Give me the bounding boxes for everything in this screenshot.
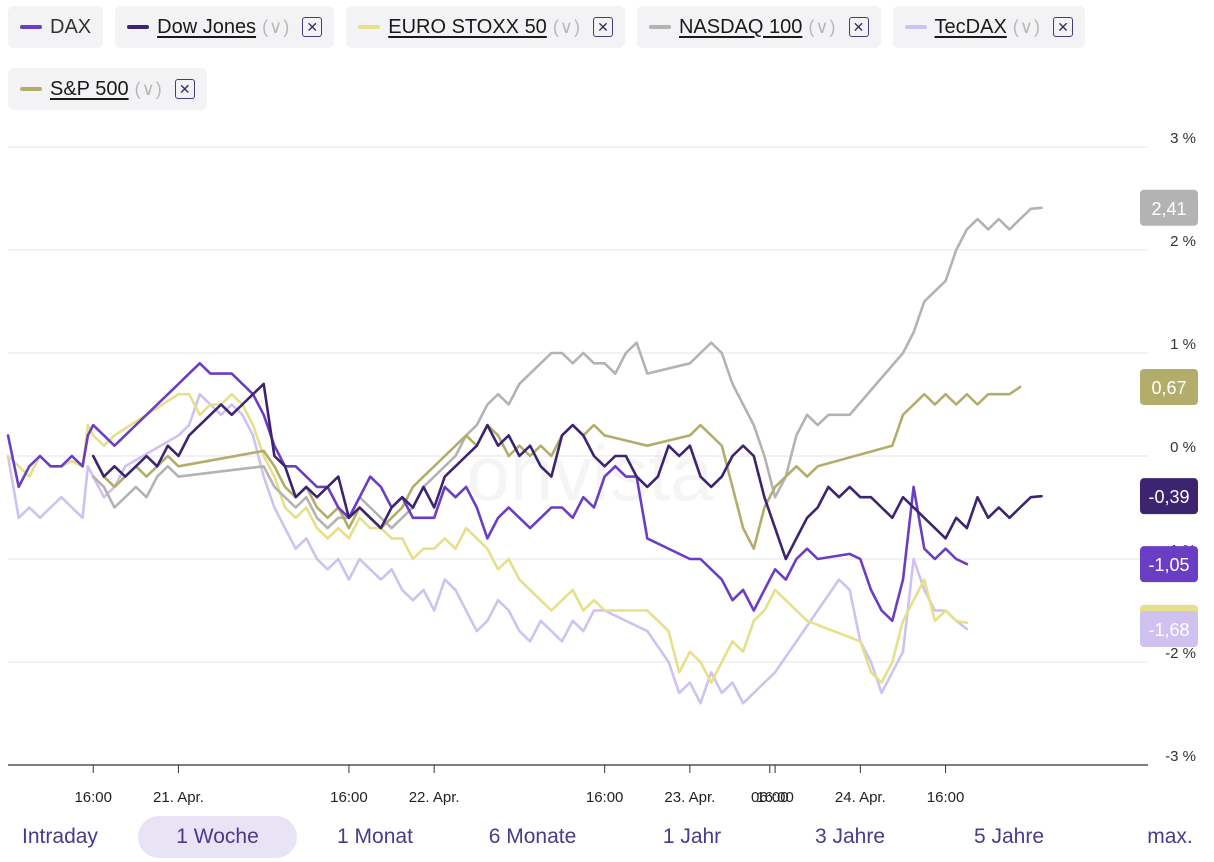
line-chart[interactable]: onvista 16:00 21. Apr. 16:00 22. Apr. 16:00 2…	[0, 120, 1214, 810]
legend-chip-dax[interactable]: DAX	[8, 6, 104, 48]
y-tick-label: 2 %	[1170, 233, 1196, 250]
x-tick-label: 16:00	[586, 789, 624, 806]
y-tick-label: 0 %	[1170, 439, 1196, 456]
legend-swatch-dow-jones	[127, 25, 150, 29]
y-tick-label: -3 %	[1165, 748, 1196, 765]
end-label-box-dax	[1140, 546, 1198, 583]
chevron-down-icon[interactable]: (∨)	[262, 16, 291, 37]
legend-label-nasdaq-100[interactable]: NASDAQ 100	[678, 15, 803, 38]
close-icon[interactable]: ✕	[848, 17, 869, 37]
legend-chip-nasdaq-100[interactable]: NASDAQ 100 (∨) ✕	[636, 6, 881, 48]
end-label-box-tecdax	[1140, 611, 1198, 648]
end-label-s-p-500: 0,67	[1151, 378, 1186, 398]
y-tick-label: 3 %	[1170, 130, 1196, 147]
legend-label-dax: DAX	[50, 15, 92, 38]
x-tick-label: 16:00	[74, 789, 112, 806]
legend-label-tecdax[interactable]: TecDAX	[934, 15, 1007, 38]
legend-row-2: S&P 500 (∨) ✕	[8, 68, 207, 110]
legend-label-euro-stoxx-50[interactable]: EURO STOXX 50	[388, 15, 547, 38]
x-tick-label: 16:00	[756, 789, 794, 806]
tab-intraday[interactable]: Intraday	[22, 825, 98, 848]
chevron-down-icon[interactable]: (∨)	[134, 78, 163, 99]
tab-max[interactable]: max.	[1147, 825, 1193, 848]
chevron-down-icon[interactable]: (∨)	[1012, 16, 1041, 37]
x-tick-label: 23. Apr.	[664, 789, 715, 806]
x-tick-label: 16:00	[927, 789, 965, 806]
tab-3-jahre[interactable]: 3 Jahre	[814, 825, 886, 848]
x-axis: 16:00 21. Apr. 16:00 22. Apr. 16:00 23. Apr. 0…	[8, 764, 1148, 806]
tab-5-jahre[interactable]: 5 Jahre	[973, 825, 1045, 848]
end-label-box-dow-jones	[1140, 478, 1198, 515]
close-icon[interactable]: ✕	[174, 79, 195, 99]
x-tick-label: 24. Apr.	[835, 789, 886, 806]
end-label-box-s-p-500	[1140, 368, 1198, 405]
x-tick-label: 06:00	[751, 789, 789, 806]
close-icon[interactable]: ✕	[592, 17, 613, 37]
tab-1-jahr[interactable]: 1 Jahr	[662, 825, 722, 848]
legend-label-sp-500[interactable]: S&P 500	[50, 77, 129, 100]
series-line-dax	[6, 362, 969, 623]
x-tick-label: 22. Apr.	[409, 789, 460, 806]
series-line-dow-jones	[91, 382, 1043, 561]
series-line-nasdaq-100	[91, 206, 1043, 530]
chevron-down-icon[interactable]: (∨)	[552, 16, 581, 37]
close-icon[interactable]: ✕	[302, 17, 323, 37]
legend-chip-sp-500[interactable]: S&P 500 (∨) ✕	[8, 68, 207, 110]
end-label-dow-jones: -0,39	[1148, 487, 1189, 507]
timeframe-tabs: Intraday 1 Woche 1 Monat 6 Monate 1 Jahr…	[0, 812, 1214, 862]
legend-swatch-sp-500	[20, 87, 42, 91]
legend-chip-tecdax[interactable]: TecDAX (∨) ✕	[892, 6, 1085, 48]
series-line-s-p-500	[91, 385, 1022, 550]
chart-series	[6, 206, 1043, 705]
x-tick-label: 21. Apr.	[153, 789, 204, 806]
x-tick-label: 16:00	[330, 789, 368, 806]
legend-swatch-nasdaq-100	[648, 25, 671, 29]
y-tick-label: -2 %	[1165, 645, 1196, 662]
series-line-tecdax	[6, 392, 969, 705]
close-icon[interactable]: ✕	[1052, 17, 1073, 37]
chevron-down-icon[interactable]: (∨)	[808, 16, 837, 37]
legend-swatch-tecdax	[904, 25, 927, 29]
legend-chip-euro-stoxx-50[interactable]: EURO STOXX 50 (∨) ✕	[346, 6, 625, 48]
legend-label-dow-jones[interactable]: Dow Jones	[157, 15, 257, 38]
legend-row-1: DAX Dow Jones (∨) ✕ EURO STOXX 50 (∨) ✕ …	[8, 6, 1085, 48]
end-label-box-nasdaq-100	[1140, 189, 1198, 226]
tab-6-monate[interactable]: 6 Monate	[488, 825, 577, 848]
series-line-euro-stoxx-50	[6, 392, 969, 684]
legend-swatch-dax	[20, 25, 42, 29]
y-axis: 3 %2 %1 %0 %-1 %-2 %-3 %	[1165, 130, 1196, 765]
chart-grid	[8, 146, 1148, 663]
end-label-dax: -1,05	[1148, 555, 1189, 575]
end-labels: -1,68 0,67 2,41 -0,39 -1,05	[1140, 189, 1198, 648]
tab-1-monat[interactable]: 1 Monat	[337, 825, 413, 848]
end-label-nasdaq-100: 2,41	[1151, 199, 1186, 219]
legend-chip-dow-jones[interactable]: Dow Jones (∨) ✕	[115, 6, 335, 48]
y-tick-label: 1 %	[1170, 336, 1196, 353]
end-label-tecdax: -1,68	[1148, 620, 1189, 640]
legend-swatch-euro-stoxx-50	[358, 25, 381, 29]
tab-1-woche[interactable]: 1 Woche	[138, 816, 297, 858]
